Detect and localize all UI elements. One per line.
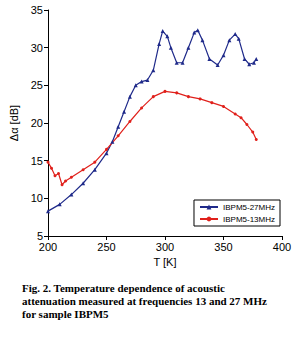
svg-text:15: 15 [31,155,43,167]
svg-text:200: 200 [39,241,57,253]
svg-text:20: 20 [31,117,43,129]
svg-text:T [K]: T [K] [153,256,176,268]
svg-text:10: 10 [31,192,43,204]
svg-text:35: 35 [31,4,43,16]
svg-text:IBPM5-13MHz: IBPM5-13MHz [223,215,275,224]
svg-text:25: 25 [31,79,43,91]
svg-text:IBPM5-27MHz: IBPM5-27MHz [223,203,275,212]
svg-text:300: 300 [156,241,174,253]
svg-text:5: 5 [36,230,43,242]
svg-text:250: 250 [97,241,115,253]
svg-text:Δα [dB]: Δα [dB] [8,105,20,141]
svg-text:400: 400 [273,241,291,253]
svg-text:350: 350 [214,241,232,253]
html-text:Fig. 2. Temperature dependence: Fig. 2. Temperature dependence of acoust… [22,282,267,320]
svg-text:30: 30 [31,42,43,54]
